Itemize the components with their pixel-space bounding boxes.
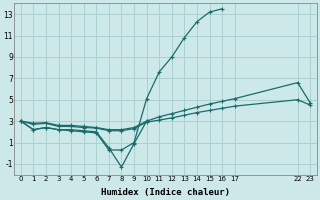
X-axis label: Humidex (Indice chaleur): Humidex (Indice chaleur) bbox=[101, 188, 230, 197]
